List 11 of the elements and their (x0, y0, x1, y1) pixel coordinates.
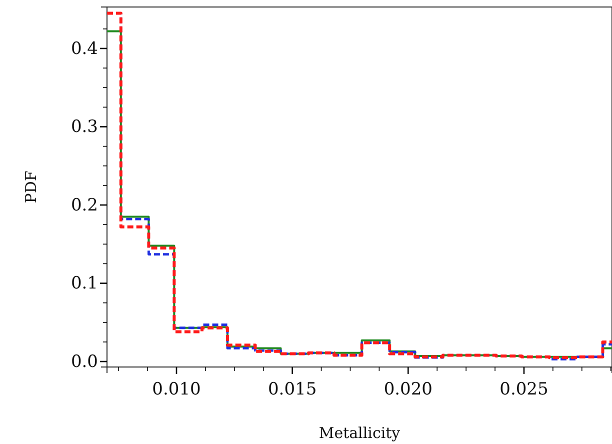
x-tick-label: 0.025 (500, 380, 548, 400)
x-axis-title: Metallicity (318, 424, 401, 442)
x-tick-label: 0.015 (268, 380, 317, 400)
y-tick-label: 0.1 (70, 274, 98, 294)
y-tick-label: 0.0 (70, 352, 98, 372)
y-tick-label: 0.3 (70, 117, 98, 138)
x-tick-label: 0.010 (152, 380, 201, 400)
x-tick-label: 0.020 (384, 380, 432, 400)
y-axis-title: PDF (22, 170, 40, 204)
y-tick-label: 0.4 (70, 38, 98, 59)
y-tick-label: 0.2 (70, 195, 98, 216)
